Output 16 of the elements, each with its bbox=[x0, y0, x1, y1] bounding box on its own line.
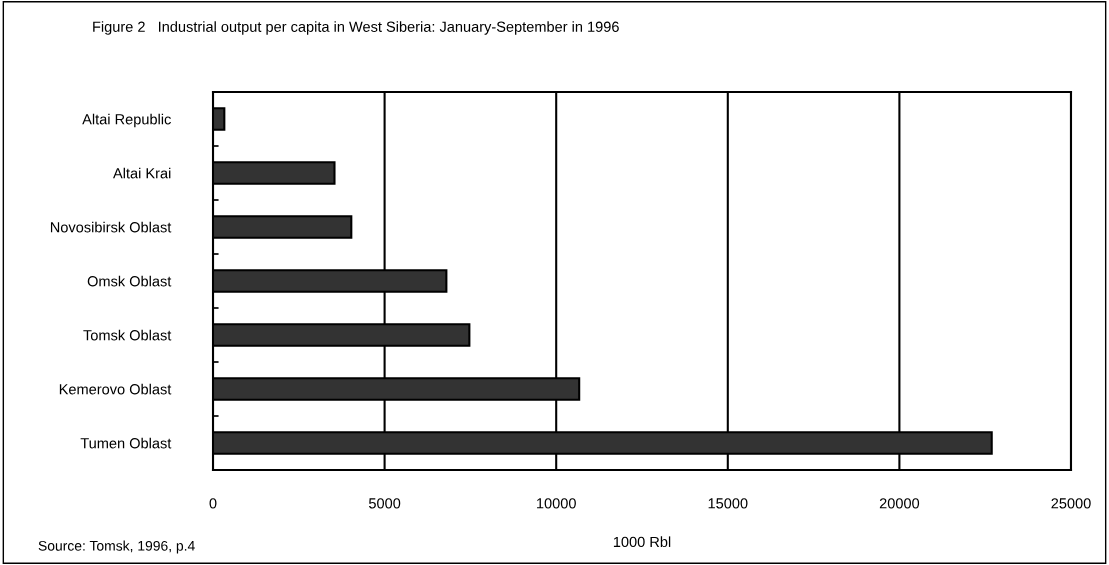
chart-title: Figure 2 Industrial output per capita in West Siberia: January-September in 1996 bbox=[93, 21, 619, 35]
x-tick-label: 20000 bbox=[879, 498, 920, 509]
source-note: Source: Tomsk, 1996, p.4 bbox=[38, 540, 195, 554]
y-tick-label: Altai Krai bbox=[113, 167, 171, 179]
x-tick-label: 15000 bbox=[708, 498, 748, 509]
y-tick-label: Kemerovo Oblast bbox=[59, 383, 172, 395]
x-tick-label: 0 bbox=[209, 498, 217, 509]
y-tick-label: Tomsk Oblast bbox=[83, 329, 172, 341]
x-tick-label: 5000 bbox=[368, 498, 401, 509]
y-tick-label: Novosibirsk Oblast bbox=[50, 221, 172, 233]
y-tick-label: Omsk Oblast bbox=[87, 275, 172, 287]
x-tick-label: 10000 bbox=[537, 498, 576, 509]
x-tick-label: 25000 bbox=[1051, 498, 1091, 509]
y-tick-label: Altai Republic bbox=[82, 113, 171, 128]
x-axis-title: 1000 Rbl bbox=[613, 536, 671, 548]
y-tick-label: Tumen Oblast bbox=[80, 437, 172, 449]
